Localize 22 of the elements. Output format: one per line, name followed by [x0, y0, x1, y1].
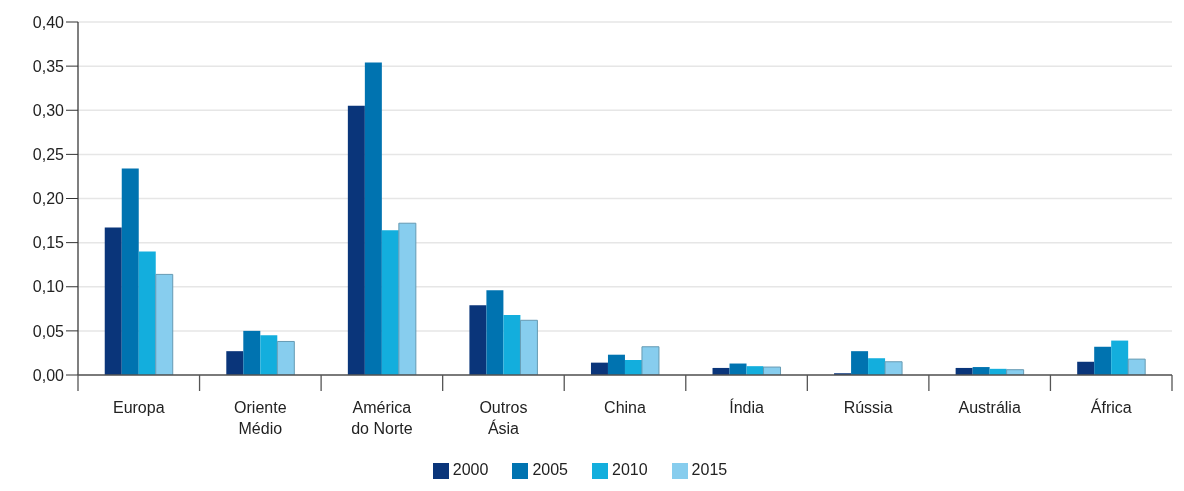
x-tick-label: África: [1090, 398, 1132, 416]
x-tick-label: Europa: [112, 399, 165, 416]
y-tick-label: 0,15: [32, 234, 65, 252]
y-tick-label: 0,35: [32, 57, 65, 75]
x-tick-label: Rússia: [843, 399, 893, 416]
y-tick-label: 0,00: [32, 366, 65, 384]
x-tick-label: Outros Ásia: [479, 399, 528, 437]
x-tick-label: Oriente Médio: [234, 399, 287, 437]
legend-label: 2015: [691, 461, 728, 478]
y-tick-label: 0,40: [32, 13, 65, 31]
x-tick-label: Austrália: [958, 399, 1021, 416]
legend-label: 2005: [532, 461, 568, 478]
y-tick-label: 0,25: [32, 146, 65, 164]
x-tick-label: China: [604, 399, 646, 416]
y-tick-label: 0,10: [32, 278, 65, 296]
legend-label: 2010: [612, 461, 648, 478]
legend-label: 2000: [452, 461, 489, 478]
y-tick-label: 0,20: [32, 190, 65, 208]
x-tick-label: América do Norte: [351, 399, 413, 437]
y-tick-label: 0,05: [32, 322, 65, 340]
y-tick-label: 0,30: [32, 101, 65, 119]
x-tick-label: Índia: [729, 398, 764, 416]
